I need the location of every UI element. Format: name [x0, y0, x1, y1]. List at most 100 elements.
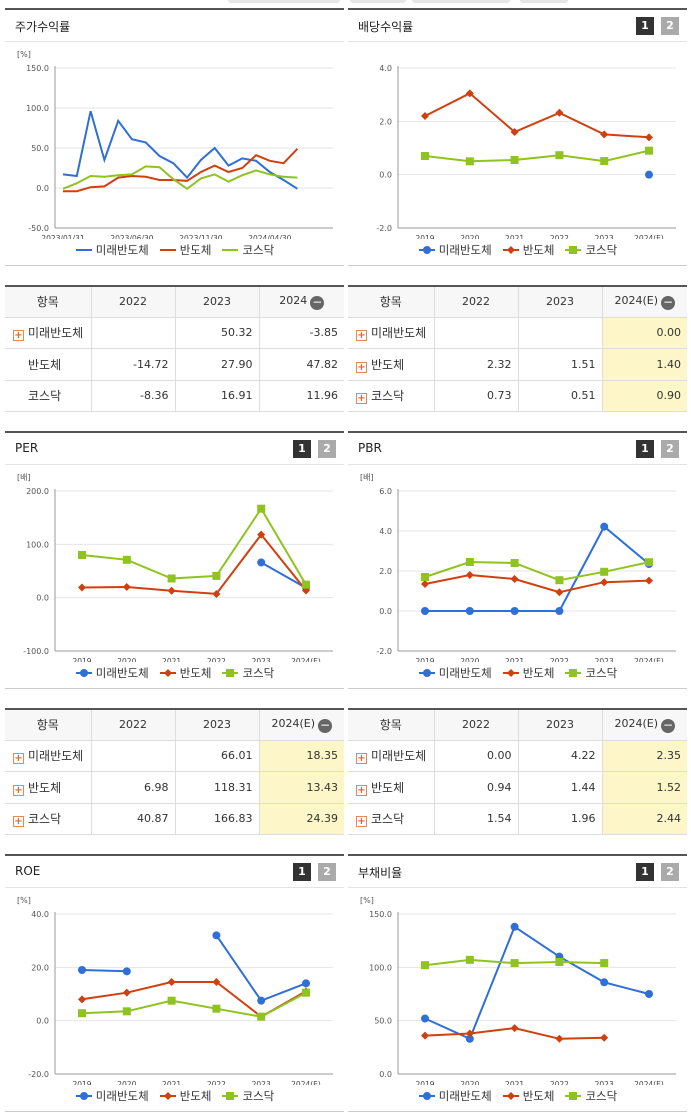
page-1-button[interactable]: 1 [636, 17, 654, 35]
point-kosdaq [555, 151, 564, 160]
x-tick-label: 2024(E) [291, 1080, 321, 1085]
expand-plus-icon[interactable]: + [356, 784, 367, 796]
row-label-cell: 반도체 [5, 348, 91, 381]
x-tick-label: 2024(E) [634, 657, 664, 662]
legend-item-kosdaq[interactable]: 코스닥 [564, 665, 617, 681]
legend-item-kosdaq[interactable]: 코스닥 [564, 1088, 617, 1104]
y-tick-label: 100.0 [26, 104, 49, 113]
x-tick-label: 2021 [162, 1080, 181, 1085]
chart-svg: [%] 150.0 100.0 50.0 0.0 2019 2020 2021 2022 2023… [360, 896, 676, 1085]
expand-plus-icon[interactable]: + [356, 816, 367, 828]
column-header-label: 항목 [379, 295, 402, 310]
legend-item-kosdaq[interactable]: 코스닥 [221, 665, 274, 681]
x-tick-label: 2020 [117, 657, 136, 662]
point-kosdaq [78, 551, 86, 559]
legend-item-mirae[interactable]: 미래반도체 [75, 1088, 149, 1104]
point-semiconductor [555, 1034, 564, 1043]
legend-item-mirae[interactable]: 미래반도체 [418, 665, 492, 681]
chart-svg: 4.0 2.0 0.0 -2.0 2019 2020 2021 2022 2023 2024(E) [376, 64, 676, 239]
table-header-row: 항목 2022 2023 2024(E) − [348, 709, 687, 741]
y-tick-label: 2.0 [379, 117, 392, 126]
x-tick-label: 2022 [207, 657, 226, 662]
row-label: 반도체 [371, 357, 405, 372]
legend-swatch [418, 246, 435, 254]
expand-plus-icon[interactable]: + [13, 816, 24, 828]
legend-item-semiconductor[interactable]: 반도체 [159, 242, 211, 258]
legend-item-mirae[interactable]: 미래반도체 [75, 242, 149, 258]
page-1-button[interactable]: 1 [293, 863, 311, 881]
expand-plus-icon[interactable]: + [13, 330, 24, 342]
row-label-cell: + 미래반도체 [348, 317, 434, 349]
row-label: 반도체 [371, 780, 405, 795]
page-1-button[interactable]: 1 [293, 440, 311, 458]
legend-item-mirae[interactable]: 미래반도체 [75, 665, 149, 681]
column-header-label: 항목 [379, 718, 402, 733]
column-header-label: 2022 [119, 295, 147, 309]
point-mirae [465, 1034, 474, 1043]
page-2-button[interactable]: 2 [661, 863, 679, 881]
point-semiconductor [600, 578, 609, 587]
legend-swatch-marker [422, 669, 431, 677]
value-cell: -8.36 [90, 380, 175, 412]
point-kosdaq [510, 959, 519, 968]
page-1-button[interactable]: 1 [636, 863, 654, 881]
legend-swatch-marker [422, 1092, 431, 1100]
y-tick-label: -2.0 [376, 647, 392, 656]
legend-item-kosdaq[interactable]: 코스닥 [564, 242, 617, 258]
column-header: 2024(E) − [601, 286, 687, 318]
expand-plus-icon[interactable]: + [356, 330, 367, 342]
legend-item-semiconductor[interactable]: 반도체 [502, 665, 554, 681]
collapse-minus-icon[interactable]: − [318, 717, 333, 733]
legend-item-semiconductor[interactable]: 반도체 [502, 1088, 554, 1104]
collapse-minus-icon[interactable]: − [310, 294, 325, 310]
column-header: 2024− [258, 286, 344, 318]
expand-plus-icon[interactable]: + [13, 753, 24, 765]
point-mirae [257, 996, 266, 1005]
unit-label: [배] [17, 473, 31, 482]
value-cell: 24.39 [258, 803, 344, 835]
legend-item-mirae[interactable]: 미래반도체 [418, 1088, 492, 1104]
y-tick-label: 0.0 [379, 1070, 392, 1079]
legend-item-semiconductor[interactable]: 반도체 [159, 1088, 211, 1104]
legend-item-kosdaq[interactable]: 코스닥 [221, 1088, 274, 1104]
expand-plus-icon[interactable]: + [356, 753, 367, 765]
legend-swatch-marker [569, 1092, 578, 1100]
x-tick-label: 2022 [550, 234, 569, 239]
collapse-minus-icon[interactable]: − [661, 294, 676, 310]
value-cell: 18.35 [258, 740, 344, 772]
chart-legend: 미래반도체 반도체 코스닥 [348, 242, 687, 258]
y-tick-label: 2.0 [379, 567, 392, 576]
legend-item-kosdaq[interactable]: 코스닥 [221, 242, 274, 258]
legend-item-semiconductor[interactable]: 반도체 [159, 665, 211, 681]
collapse-minus-icon[interactable]: − [661, 717, 676, 733]
legend-item-mirae[interactable]: 미래반도체 [418, 242, 492, 258]
point-kosdaq [78, 1009, 86, 1018]
point-kosdaq [465, 955, 474, 964]
column-header: 항목 [348, 286, 434, 318]
page-2-button[interactable]: 2 [318, 863, 336, 881]
page-1-button[interactable]: 1 [636, 440, 654, 458]
page-2-button[interactable]: 2 [318, 440, 336, 458]
expand-plus-icon[interactable]: + [13, 784, 24, 796]
panel-header: ROE 1 2 [5, 856, 344, 888]
row-label: 코스닥 [371, 389, 405, 404]
legend-label: 미래반도체 [95, 666, 149, 680]
expand-plus-icon[interactable]: + [356, 361, 367, 373]
point-semiconductor [510, 575, 519, 583]
point-kosdaq [122, 1007, 131, 1016]
column-header: 2024(E) − [258, 709, 344, 741]
legend-item-semiconductor[interactable]: 반도체 [502, 242, 554, 258]
page-2-button[interactable]: 2 [661, 440, 679, 458]
page-2-button[interactable]: 2 [661, 17, 679, 35]
chart-legend: 미래반도체 반도체 코스닥 [348, 665, 687, 681]
point-semiconductor [465, 571, 474, 579]
expand-plus-icon[interactable]: + [356, 393, 367, 405]
point-kosdaq [600, 157, 609, 166]
panel-header: PER 1 2 [5, 433, 344, 465]
table-row: + 반도체 2.32 1.51 1.40 [348, 348, 687, 381]
point-kosdaq [212, 571, 221, 580]
legend-swatch-marker [506, 246, 515, 254]
series-line-kosdaq [81, 506, 307, 586]
point-kosdaq [465, 157, 474, 166]
point-kosdaq [645, 558, 653, 567]
